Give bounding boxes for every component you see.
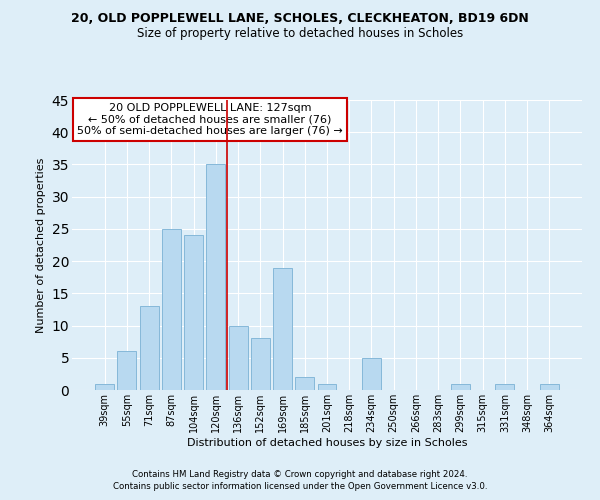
Bar bbox=[540, 384, 559, 390]
Y-axis label: Number of detached properties: Number of detached properties bbox=[36, 158, 46, 332]
Bar bbox=[362, 358, 381, 390]
Bar bbox=[140, 306, 158, 390]
Bar bbox=[451, 384, 470, 390]
Bar bbox=[206, 164, 225, 390]
Text: 20, OLD POPPLEWELL LANE, SCHOLES, CLECKHEATON, BD19 6DN: 20, OLD POPPLEWELL LANE, SCHOLES, CLECKH… bbox=[71, 12, 529, 26]
Bar bbox=[273, 268, 292, 390]
Bar bbox=[95, 384, 114, 390]
Bar bbox=[295, 377, 314, 390]
Bar bbox=[251, 338, 270, 390]
Bar bbox=[162, 229, 181, 390]
Text: Size of property relative to detached houses in Scholes: Size of property relative to detached ho… bbox=[137, 28, 463, 40]
Bar bbox=[317, 384, 337, 390]
Bar bbox=[496, 384, 514, 390]
Bar bbox=[229, 326, 248, 390]
Text: Contains public sector information licensed under the Open Government Licence v3: Contains public sector information licen… bbox=[113, 482, 487, 491]
Bar bbox=[118, 352, 136, 390]
Bar bbox=[184, 236, 203, 390]
X-axis label: Distribution of detached houses by size in Scholes: Distribution of detached houses by size … bbox=[187, 438, 467, 448]
Text: 20 OLD POPPLEWELL LANE: 127sqm
← 50% of detached houses are smaller (76)
50% of : 20 OLD POPPLEWELL LANE: 127sqm ← 50% of … bbox=[77, 103, 343, 136]
Text: Contains HM Land Registry data © Crown copyright and database right 2024.: Contains HM Land Registry data © Crown c… bbox=[132, 470, 468, 479]
